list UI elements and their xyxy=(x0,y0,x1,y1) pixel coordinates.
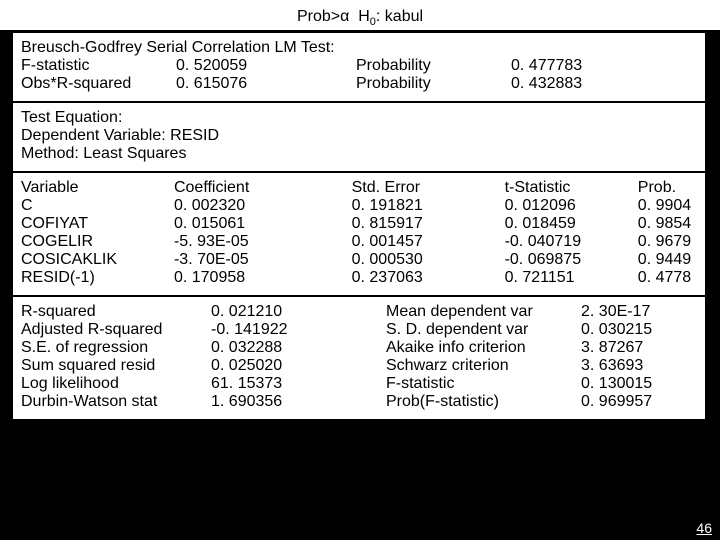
cell: 0. 9679 xyxy=(638,233,697,251)
cell: 0. 9854 xyxy=(638,215,697,233)
cell: 3. 63693 xyxy=(581,357,681,375)
cell: 3. 87267 xyxy=(581,339,681,357)
cell: -0. 040719 xyxy=(505,233,638,251)
cell: 0. 237063 xyxy=(352,269,505,287)
panel-test-summary: Breusch-Godfrey Serial Correlation LM Te… xyxy=(13,33,705,103)
table-row: F-statistic0. 520059Probability0. 477783 xyxy=(21,57,697,75)
cell: Probability xyxy=(356,57,511,75)
cell: -0. 141922 xyxy=(211,321,386,339)
cell: Log likelihood xyxy=(21,375,211,393)
cell: -3. 70E-05 xyxy=(174,251,352,269)
hdr-stderror: Std. Error xyxy=(352,179,505,197)
cell: 0. 9904 xyxy=(638,197,697,215)
table-row: R-squared0. 021210Mean dependent var2. 3… xyxy=(21,303,697,321)
info-line: Dependent Variable: RESID xyxy=(21,127,697,145)
cell: 0. 520059 xyxy=(176,57,356,75)
cell: 0. 021210 xyxy=(211,303,386,321)
panel-equation-info: Test Equation:Dependent Variable: RESIDM… xyxy=(13,103,705,173)
table-row: Log likelihood61. 15373F-statistic0. 130… xyxy=(21,375,697,393)
cell: C xyxy=(21,197,174,215)
cell: 0. 000530 xyxy=(352,251,505,269)
cell: COSICAKLIK xyxy=(21,251,174,269)
cell: RESID(-1) xyxy=(21,269,174,287)
table-row: C0. 0023200. 1918210. 0120960. 9904 xyxy=(21,197,697,215)
table-row: Obs*R-squared0. 615076Probability0. 4328… xyxy=(21,75,697,93)
cell: 0. 012096 xyxy=(505,197,638,215)
cell: 0. 130015 xyxy=(581,375,681,393)
table-row: Adjusted R-squared-0. 141922S. D. depend… xyxy=(21,321,697,339)
cell: 0. 002320 xyxy=(174,197,352,215)
coef-header-row: Variable Coefficient Std. Error t-Statis… xyxy=(21,179,697,197)
table-row: S.E. of regression0. 032288Akaike info c… xyxy=(21,339,697,357)
cell: 0. 4778 xyxy=(638,269,697,287)
cell: COGELIR xyxy=(21,233,174,251)
cell: 0. 815917 xyxy=(352,215,505,233)
cell: COFIYAT xyxy=(21,215,174,233)
cell: Adjusted R-squared xyxy=(21,321,211,339)
cell: 0. 018459 xyxy=(505,215,638,233)
hdr-tstat: t-Statistic xyxy=(505,179,638,197)
cell: -0. 069875 xyxy=(505,251,638,269)
cell: 0. 721151 xyxy=(505,269,638,287)
cell: Mean dependent var xyxy=(386,303,581,321)
cell: 0. 025020 xyxy=(211,357,386,375)
results-box: Breusch-Godfrey Serial Correlation LM Te… xyxy=(10,30,708,422)
table-row: Sum squared resid0. 025020Schwarz criter… xyxy=(21,357,697,375)
panel1-title: Breusch-Godfrey Serial Correlation LM Te… xyxy=(21,39,697,57)
table-row: COGELIR-5. 93E-050. 001457-0. 0407190. 9… xyxy=(21,233,697,251)
cell: 1. 690356 xyxy=(211,393,386,411)
cell: 0. 432883 xyxy=(511,75,646,93)
panel-coefficients: Variable Coefficient Std. Error t-Statis… xyxy=(13,173,705,297)
cell: 0. 030215 xyxy=(581,321,681,339)
cell: -5. 93E-05 xyxy=(174,233,352,251)
cell: 0. 191821 xyxy=(352,197,505,215)
cell: Schwarz criterion xyxy=(386,357,581,375)
cell: S. D. dependent var xyxy=(386,321,581,339)
cell: 0. 001457 xyxy=(352,233,505,251)
cell: 0. 015061 xyxy=(174,215,352,233)
cell: Probability xyxy=(356,75,511,93)
hdr-coefficient: Coefficient xyxy=(174,179,352,197)
cell: 2. 30E-17 xyxy=(581,303,681,321)
table-row: COFIYAT0. 0150610. 8159170. 0184590. 985… xyxy=(21,215,697,233)
hdr-prob: Prob. xyxy=(638,179,697,197)
cell: Sum squared resid xyxy=(21,357,211,375)
table-row: COSICAKLIK-3. 70E-050. 000530-0. 0698750… xyxy=(21,251,697,269)
cell: F-statistic xyxy=(21,57,176,75)
cell: Akaike info criterion xyxy=(386,339,581,357)
cell: 0. 969957 xyxy=(581,393,681,411)
table-row: RESID(-1)0. 1709580. 2370630. 7211510. 4… xyxy=(21,269,697,287)
cell: F-statistic xyxy=(386,375,581,393)
cell: 0. 032288 xyxy=(211,339,386,357)
header-line: Prob>α H0: kabul xyxy=(0,6,720,30)
info-line: Test Equation: xyxy=(21,109,697,127)
table-row: Durbin-Watson stat1. 690356Prob(F-statis… xyxy=(21,393,697,411)
cell: Obs*R-squared xyxy=(21,75,176,93)
cell: Prob(F-statistic) xyxy=(386,393,581,411)
page-number: 46 xyxy=(696,520,712,536)
panel-stats: R-squared0. 021210Mean dependent var2. 3… xyxy=(13,297,705,419)
cell: 61. 15373 xyxy=(211,375,386,393)
cell: Durbin-Watson stat xyxy=(21,393,211,411)
cell: 0. 615076 xyxy=(176,75,356,93)
info-line: Method: Least Squares xyxy=(21,145,697,163)
cell: 0. 477783 xyxy=(511,57,646,75)
cell: S.E. of regression xyxy=(21,339,211,357)
cell: 0. 170958 xyxy=(174,269,352,287)
cell: R-squared xyxy=(21,303,211,321)
cell: 0. 9449 xyxy=(638,251,697,269)
hdr-variable: Variable xyxy=(21,179,174,197)
